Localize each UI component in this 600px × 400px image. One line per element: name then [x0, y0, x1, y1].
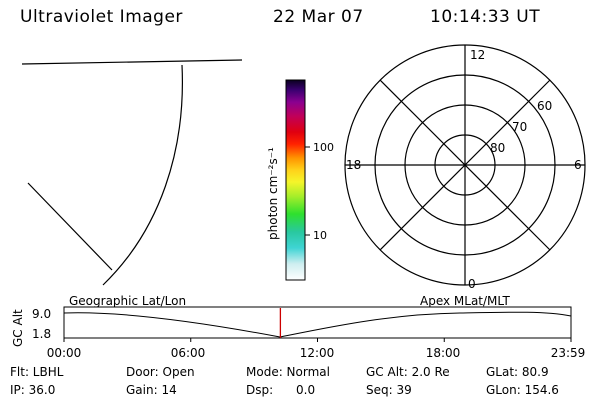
info-filter: Flt: LBHL — [10, 365, 64, 379]
timeline-xtick-label: 18:00 — [426, 346, 461, 360]
colorbar-tick-label: 10 — [313, 229, 327, 242]
timeline-left-caption: Geographic Lat/Lon — [69, 294, 186, 308]
limb-curve — [102, 64, 183, 286]
timeline-xtick-label: 06:00 — [171, 346, 206, 360]
timeline-xtick-label: 23:59 — [551, 346, 586, 360]
colorbar-tick-label: 100 — [313, 141, 334, 154]
mlt-label-18: 18 — [346, 158, 361, 172]
mlat-label-80: 80 — [490, 141, 505, 155]
polar-diagonal — [379, 79, 551, 251]
mlat-label-60: 60 — [537, 99, 552, 113]
timeline-ytick: 1.8 — [32, 327, 51, 341]
mlt-label-12: 12 — [470, 48, 485, 62]
polar-plot — [344, 44, 586, 286]
info-mode: Mode: Normal — [246, 365, 330, 379]
geographic-image — [21, 59, 243, 286]
colorbar-unit-label: photon cm⁻²s⁻¹ — [266, 147, 280, 240]
info-ip: IP: 36.0 — [10, 383, 56, 397]
mlat-label-70: 70 — [512, 120, 527, 134]
instrument-title: Ultraviolet Imager — [20, 7, 183, 27]
info-gc-alt: GC Alt: 2.0 Re — [366, 365, 450, 379]
timeline-xtick-label: 00:00 — [47, 346, 82, 360]
timeline-ylabel: GC Alt — [11, 309, 25, 347]
date-label: 22 Mar 07 — [273, 7, 364, 27]
info-glat: GLat: 80.9 — [486, 365, 549, 379]
altitude-timeline: Geographic Lat/Lon Apex MLat/MLT GC Alt … — [11, 294, 585, 360]
colorbar: 100 10 photon cm⁻²s⁻¹ — [266, 79, 334, 281]
info-seq: Seq: 39 — [366, 383, 412, 397]
diagonal-line — [27, 182, 113, 271]
time-label: 10:14:33 UT — [430, 7, 541, 27]
timeline-ytick: 9.0 — [32, 307, 51, 321]
info-dsp: Dsp: 0.0 — [246, 383, 316, 397]
timeline-right-caption: Apex MLat/MLT — [420, 294, 510, 308]
colorbar-scale — [285, 79, 306, 281]
timeline-xtick-label: 12:00 — [300, 346, 335, 360]
info-gain: Gain: 14 — [126, 383, 177, 397]
horizon-line — [21, 59, 243, 65]
mlt-label-0: 0 — [468, 277, 476, 291]
timeline-frame — [63, 306, 572, 339]
altitude-curve — [63, 311, 572, 338]
info-door: Door: Open — [126, 365, 195, 379]
mlt-label-6: 6 — [574, 158, 582, 172]
info-glon: GLon: 154.6 — [486, 383, 559, 397]
